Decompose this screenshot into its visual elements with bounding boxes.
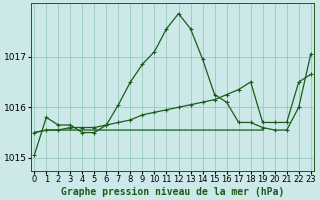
X-axis label: Graphe pression niveau de la mer (hPa): Graphe pression niveau de la mer (hPa) (61, 186, 284, 197)
